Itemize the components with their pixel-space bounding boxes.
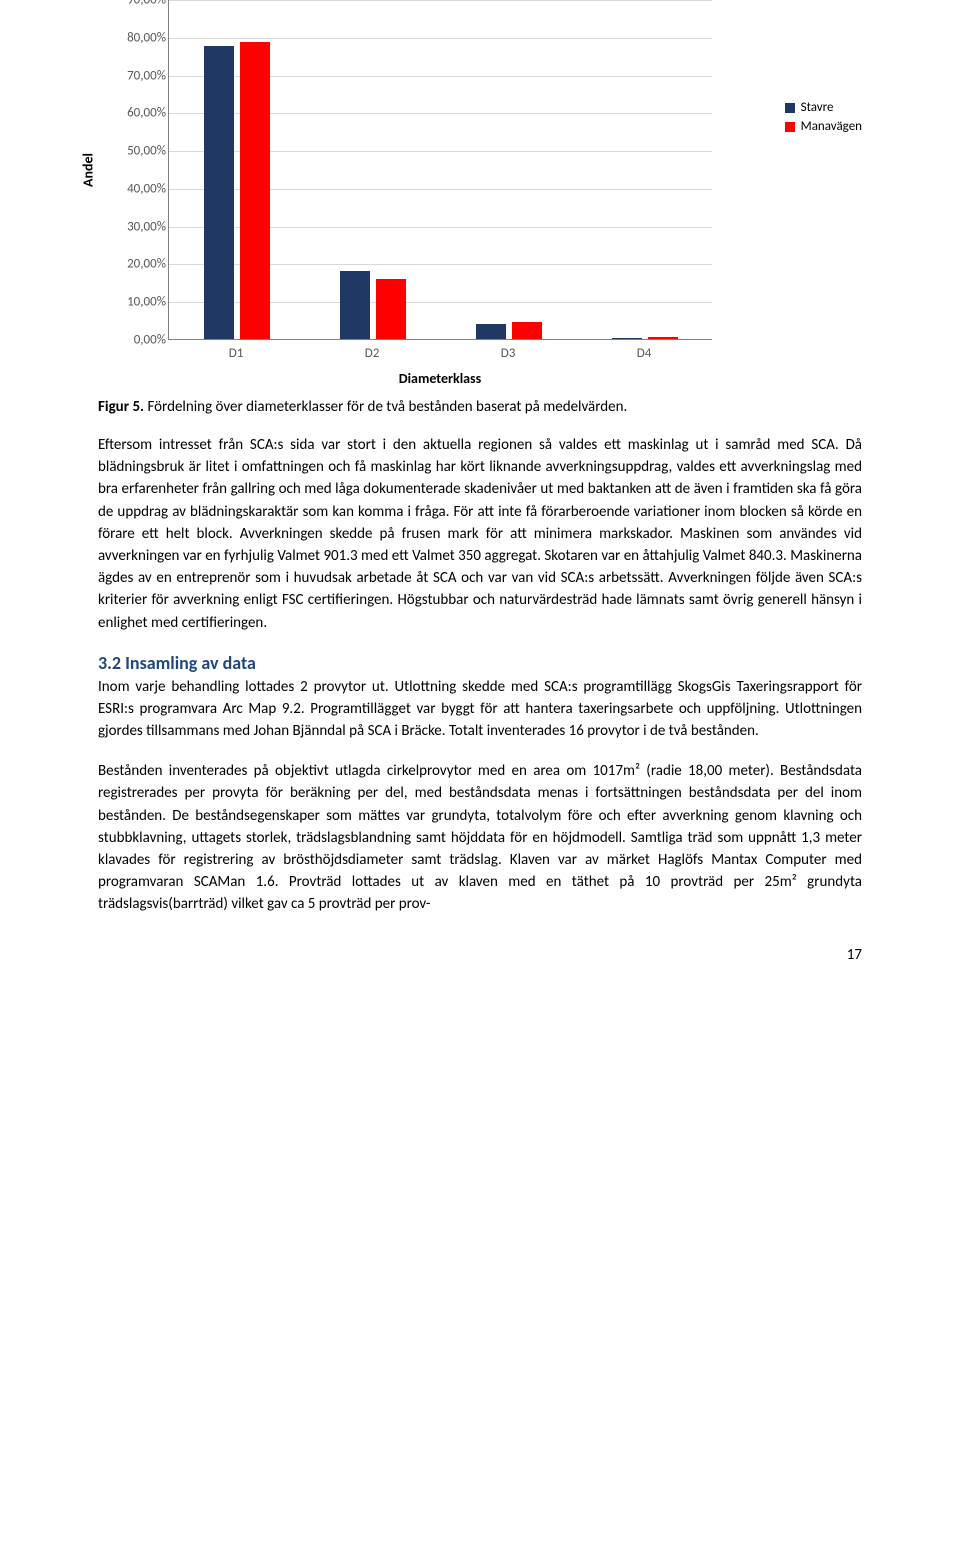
y-tick-label: 50,00%	[98, 144, 166, 159]
paragraph-1: Eftersom intresset från SCA:s sida var s…	[98, 434, 862, 634]
bar	[476, 324, 506, 339]
legend-item: Manavägen	[785, 119, 862, 134]
bar-group	[476, 322, 542, 339]
legend-label: Manavägen	[801, 119, 862, 134]
bar	[648, 337, 678, 339]
section-heading: 3.2 Insamling av data	[98, 652, 862, 674]
x-axis-label: Diameterklass	[168, 370, 712, 387]
y-tick-label: 80,00%	[98, 30, 166, 45]
bar	[612, 338, 642, 339]
legend-label: Stavre	[801, 100, 834, 115]
plot-area	[168, 0, 712, 340]
bar	[376, 279, 406, 339]
bar	[240, 42, 270, 339]
bar	[512, 322, 542, 339]
x-tick-label: D4	[584, 346, 704, 361]
bar	[204, 46, 234, 339]
page-number: 17	[98, 946, 862, 964]
x-tick-label: D2	[312, 346, 432, 361]
y-tick-label: 70,00%	[98, 68, 166, 83]
bar-group	[612, 337, 678, 339]
y-tick-label: 60,00%	[98, 106, 166, 121]
figure-caption: Figur 5. Fördelning över diameterklasser…	[98, 398, 862, 416]
x-tick-label: D3	[448, 346, 568, 361]
bar-group	[204, 42, 270, 339]
y-tick-label: 20,00%	[98, 257, 166, 272]
figure-label: Figur 5.	[98, 398, 144, 416]
paragraph-2: Inom varje behandling lottades 2 provyto…	[98, 676, 862, 743]
y-tick-label: 90,00%	[98, 0, 166, 8]
gridline	[169, 38, 712, 39]
legend-swatch	[785, 103, 795, 113]
gridline	[169, 0, 712, 1]
bar	[340, 271, 370, 339]
y-tick-label: 10,00%	[98, 295, 166, 310]
paragraph-3: Bestånden inventerades på objektivt utla…	[98, 760, 862, 915]
legend-item: Stavre	[785, 100, 862, 115]
chart-legend: Stavre Manavägen	[785, 100, 862, 138]
legend-swatch	[785, 122, 795, 132]
y-tick-label: 0,00%	[98, 333, 166, 348]
bar-group	[340, 271, 406, 339]
y-tick-label: 30,00%	[98, 219, 166, 234]
figure-caption-text: Fördelning över diameterklasser för de t…	[144, 398, 627, 416]
y-axis-label: Andel	[80, 153, 97, 187]
x-tick-label: D1	[176, 346, 296, 361]
y-tick-label: 40,00%	[98, 181, 166, 196]
bar-chart: Andel 0,00%10,00%20,00%30,00%40,00%50,00…	[98, 0, 862, 390]
